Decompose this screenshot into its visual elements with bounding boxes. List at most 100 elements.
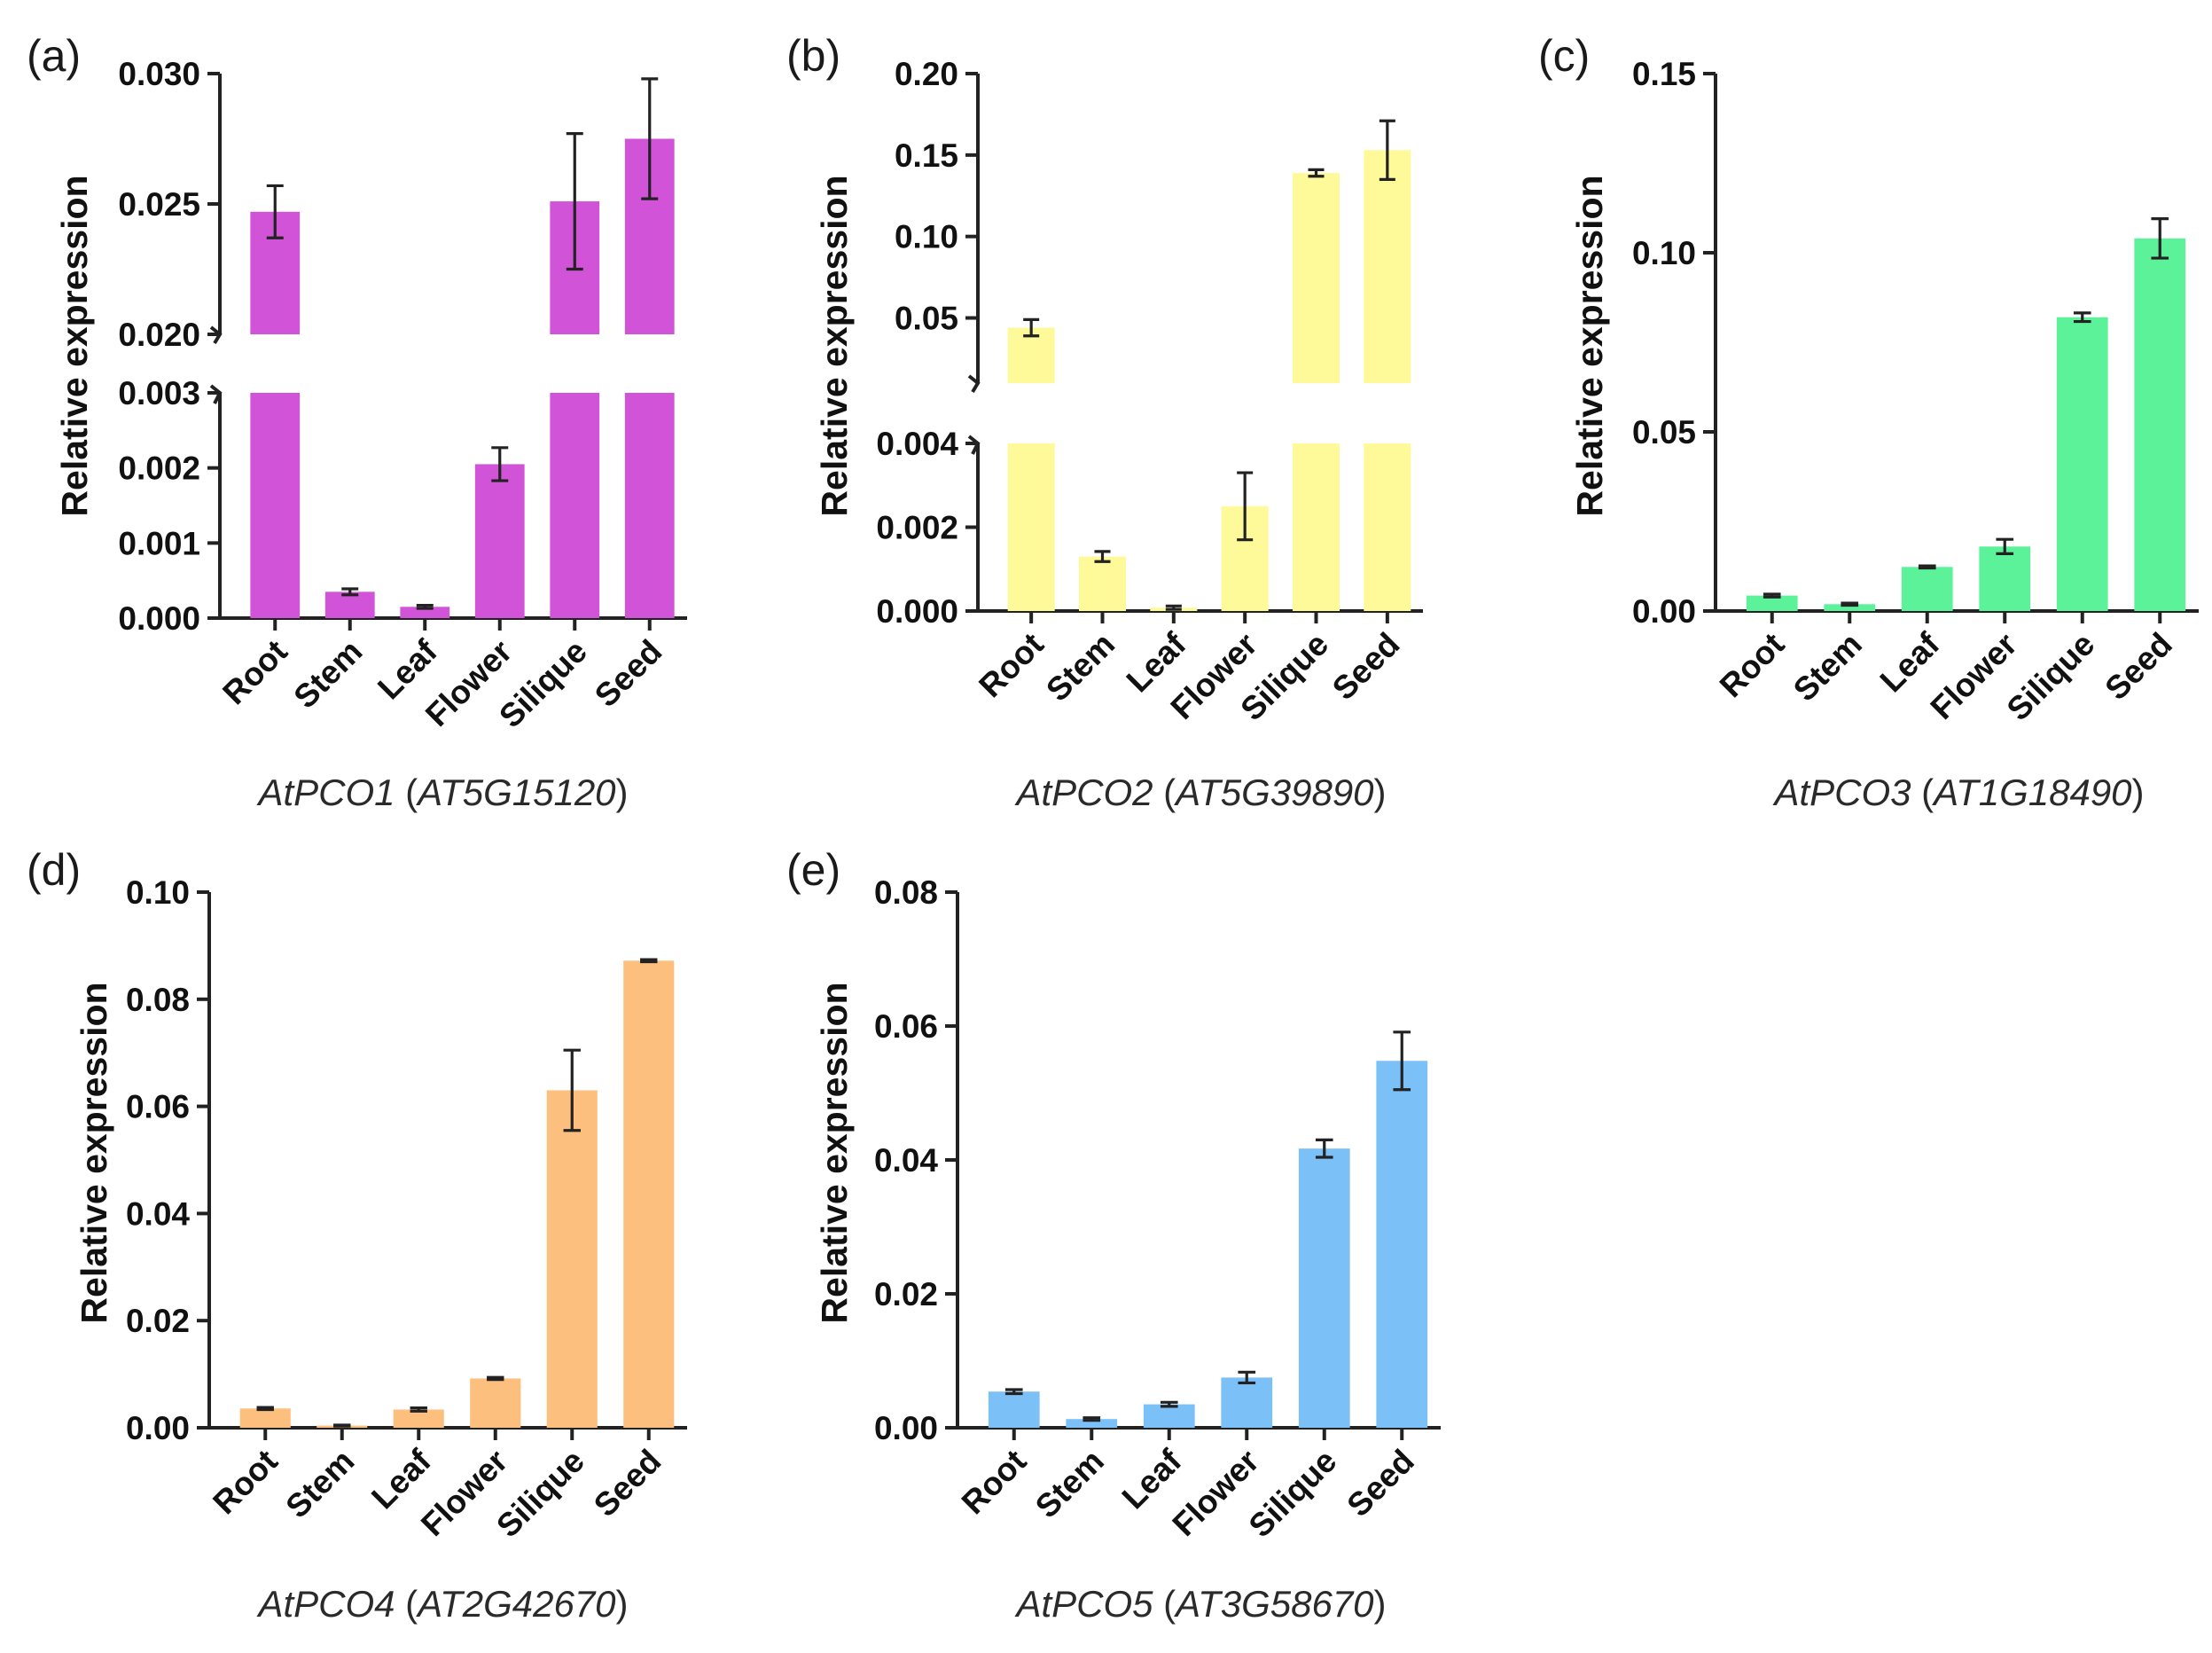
x-tick-label: Stem	[278, 1443, 361, 1525]
y-axis-label: Relative expression	[74, 982, 114, 1323]
y-tick-label: 0.06	[126, 1089, 190, 1125]
y-tick-label: 0.05	[895, 301, 958, 337]
bar-stem	[1066, 1419, 1118, 1428]
bar-seed-upper	[1364, 150, 1411, 383]
bar-silique	[2056, 317, 2108, 611]
panel-letter: (b)	[786, 31, 840, 81]
y-tick-label: 0.004	[876, 426, 958, 462]
bar-root-lower	[250, 393, 301, 618]
bar-flower	[474, 464, 525, 618]
bar-leaf	[400, 607, 450, 618]
y-tick-label: 0.001	[118, 525, 200, 561]
y-tick-label: 0.00	[874, 1410, 938, 1446]
gene-paren-close: )	[2132, 772, 2145, 813]
y-tick-label: 0.00	[1632, 593, 1696, 630]
bar-flower	[470, 1378, 521, 1428]
chart-panel-b: (b) Relative expression 0.05 0.10 0.15 0.20 0.…	[786, 31, 1423, 813]
gene-caption: AtPCO1 (AT5G15120)	[255, 772, 628, 813]
bar-seed	[623, 960, 675, 1428]
y-tick-label: 0.00	[126, 1410, 190, 1446]
gene-paren-open: (	[1153, 1583, 1176, 1625]
y-tick-label: 0.000	[118, 600, 200, 637]
bar-silique	[1298, 1148, 1350, 1428]
x-tick-label: Seed	[1340, 1443, 1421, 1524]
bar-silique	[546, 1090, 598, 1428]
bar-leaf	[1143, 1404, 1195, 1428]
gene-paren-close: )	[616, 1583, 629, 1625]
y-axis-label: Relative expression	[814, 982, 855, 1323]
bar-stem	[1078, 556, 1127, 611]
y-tick-label: 0.06	[874, 1008, 938, 1045]
gene-name: AtPCO3	[1771, 772, 1911, 813]
gene-id: AT5G15120	[415, 772, 616, 813]
x-tick-label: Root	[972, 626, 1051, 705]
gene-paren-open: (	[395, 1583, 418, 1625]
panel-letter: (c)	[1538, 31, 1590, 81]
x-tick-label: Root	[955, 1443, 1034, 1522]
gene-name: AtPCO4	[255, 1583, 395, 1625]
y-tick-label: 0.08	[874, 874, 938, 911]
gene-name: AtPCO1	[255, 772, 395, 813]
bar-seed-lower	[624, 393, 675, 618]
x-tick-label: Silique	[1242, 1443, 1344, 1545]
gene-paren-open: (	[395, 772, 418, 813]
gene-id: AT1G18490	[1931, 772, 2132, 813]
gene-paren-open: (	[1153, 772, 1176, 813]
chart-panel-d: (d) Relative expression 0.00 0.02 0.04 0.06 0.…	[27, 845, 687, 1625]
chart-panel-e: (e) Relative expression 0.00 0.02 0.04 0.06 0.…	[786, 845, 1441, 1625]
gene-id: AT5G39890	[1173, 772, 1374, 813]
bar-flower	[1979, 546, 2031, 611]
bar-stem	[1824, 604, 1876, 611]
x-tick-label: Seed	[587, 1443, 668, 1524]
y-axis-label: Relative expression	[1569, 175, 1610, 516]
y-tick-label: 0.20	[895, 56, 958, 92]
gene-paren-close: )	[1374, 1583, 1387, 1625]
y-tick-label: 0.003	[118, 375, 200, 411]
bar-silique-lower	[1292, 443, 1340, 611]
panel-letter: (d)	[27, 845, 81, 895]
y-tick-label: 0.02	[874, 1276, 938, 1312]
y-tick-label: 0.02	[126, 1303, 190, 1339]
x-tick-label: Stem	[286, 633, 369, 716]
gene-paren-close: )	[1374, 772, 1387, 813]
gene-caption: AtPCO2 (AT5G39890)	[1013, 772, 1386, 813]
gene-caption: AtPCO3 (AT1G18490)	[1771, 772, 2144, 813]
panel-letter: (e)	[786, 845, 840, 895]
x-tick-label: Root	[206, 1443, 285, 1522]
bar-flower	[1221, 1377, 1273, 1428]
x-tick-label: Silique	[489, 1443, 591, 1545]
bar-root	[239, 1408, 291, 1428]
y-tick-label: 0.10	[1632, 235, 1696, 271]
x-tick-label: Seed	[1325, 626, 1407, 708]
bar-root-lower	[1007, 443, 1055, 611]
bar-leaf	[393, 1409, 444, 1428]
gene-caption: AtPCO5 (AT3G58670)	[1013, 1583, 1386, 1625]
x-tick-label: Stem	[1028, 1443, 1111, 1525]
x-tick-label: Seed	[588, 633, 669, 715]
x-tick-label: Stem	[1039, 626, 1122, 709]
gene-caption: AtPCO4 (AT2G42670)	[255, 1583, 628, 1625]
y-tick-label: 0.002	[876, 510, 958, 546]
chart-panel-c: (c) Relative expression 0.00 0.05 0.10 0.15 Ro…	[1538, 31, 2199, 813]
bar-silique-lower	[550, 393, 600, 618]
y-axis-label: Relative expression	[54, 175, 95, 516]
y-tick-label: 0.04	[126, 1195, 190, 1232]
bar-seed-lower	[1364, 443, 1411, 611]
gene-name: AtPCO2	[1013, 772, 1153, 813]
axis-break-mark	[967, 374, 981, 394]
y-tick-label: 0.10	[126, 874, 190, 911]
bar-leaf	[1901, 567, 1953, 611]
y-tick-label: 0.08	[126, 982, 190, 1018]
bar-root	[1746, 595, 1798, 611]
chart-panel-a: (a) Relative expression 0.020 0.025 0.030 0.0…	[27, 31, 687, 813]
gene-id: AT2G42670	[415, 1583, 616, 1625]
panel-letter: (a)	[27, 31, 81, 81]
x-tick-label: Silique	[2000, 626, 2102, 728]
bar-seed	[1376, 1061, 1428, 1428]
y-tick-label: 0.020	[118, 317, 200, 353]
bar-seed	[2134, 238, 2186, 611]
y-tick-label: 0.000	[876, 593, 958, 630]
bar-silique-upper	[1292, 173, 1340, 383]
y-tick-label: 0.05	[1632, 414, 1696, 450]
